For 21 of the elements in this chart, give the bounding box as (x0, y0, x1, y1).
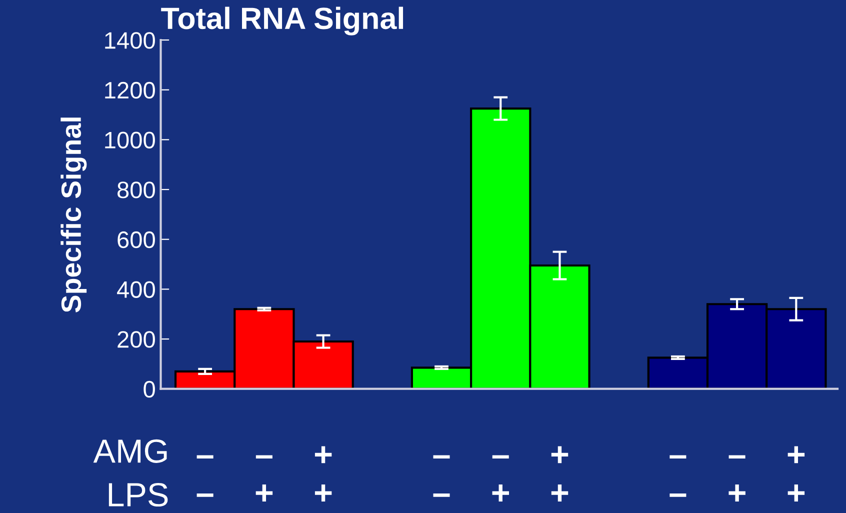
y-tick-label: 0 (144, 380, 155, 398)
chart-title: Total RNA Signal (161, 6, 404, 36)
x-tick-label: – – (196, 455, 214, 497)
x-tick-label: + + (551, 446, 568, 502)
y-tick-label: 1200 (105, 82, 155, 99)
x-tick-label: + + (788, 446, 805, 502)
y-tick-label: 400 (117, 281, 155, 298)
y-tick-label: 600 (118, 231, 155, 248)
x-tick-label: – – (433, 455, 450, 497)
y-tick-label: 1400 (105, 32, 155, 49)
x-tick-label: – + (728, 455, 746, 502)
x-tick-label: + + (314, 446, 332, 502)
x-tick-label: – + (256, 455, 273, 502)
x-tick-label: – – (670, 455, 686, 497)
y-tick-label: 800 (118, 182, 155, 198)
y-tick-label: 1000 (105, 132, 155, 148)
x-tick-label: – + (492, 455, 509, 502)
y-axis-title: Specific Signal (60, 118, 87, 312)
text: LPS (108, 482, 168, 507)
y-tick-label: 200 (118, 331, 155, 348)
text: AMG (93, 439, 167, 463)
